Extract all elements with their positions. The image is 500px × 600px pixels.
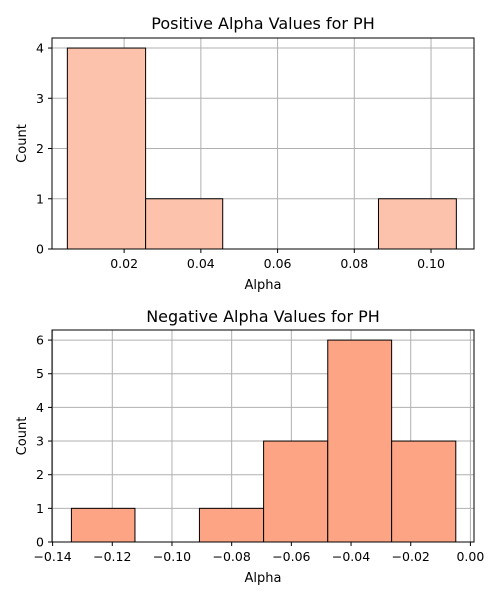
y-tick-label: 0 (36, 535, 44, 550)
negative-alpha-histogram: Negative Alpha Values for PH −0.14 −0.12 −… (15, 307, 484, 586)
x-tick-label: 0.04 (187, 256, 215, 271)
histogram-bar (66, 47, 147, 250)
x-tick-label: −0.12 (93, 549, 131, 564)
x-tick-label: −0.10 (153, 549, 191, 564)
histogram-bar (391, 440, 457, 543)
x-tick-label: 0.00 (456, 549, 484, 564)
positive-alpha-histogram: Positive Alpha Values for PH 0.02 0.04 0.0… (15, 14, 475, 293)
x-tick-label: 0.08 (340, 256, 368, 271)
histogram-bar (198, 507, 265, 543)
x-tick-label: −0.14 (33, 549, 71, 564)
x-tick-label: −0.06 (272, 549, 310, 564)
y-tick-label: 2 (36, 467, 44, 482)
plot-frame (51, 37, 475, 250)
y-tick-label: 6 (36, 333, 44, 348)
histogram-bar (263, 440, 329, 543)
x-tick-label: 0.02 (110, 256, 138, 271)
plot-frame (51, 329, 475, 543)
y-tick-label: 5 (36, 366, 44, 381)
x-tick-label: 0.10 (417, 256, 445, 271)
y-tick-label: 1 (36, 501, 44, 516)
chart-title: Positive Alpha Values for PH (151, 14, 374, 33)
histogram-bar (70, 507, 136, 543)
y-axis-label: Count (15, 417, 30, 456)
x-tick-label: −0.04 (332, 549, 370, 564)
histogram-bar (327, 339, 393, 543)
y-tick-label: 4 (36, 41, 44, 56)
x-tick-label: −0.08 (213, 549, 251, 564)
y-tick-label: 4 (36, 400, 44, 415)
x-axis-label: Alpha (245, 278, 282, 293)
y-tick-label: 0 (36, 242, 44, 257)
chart-title: Negative Alpha Values for PH (146, 307, 380, 326)
histogram-bar (145, 198, 224, 250)
histogram-bar (377, 198, 457, 250)
y-tick-label: 2 (36, 141, 44, 156)
y-tick-label: 3 (36, 434, 44, 449)
x-tick-label: −0.02 (392, 549, 430, 564)
x-tick-label: 0.06 (264, 256, 292, 271)
x-axis-label: Alpha (245, 571, 282, 586)
y-axis-label: Count (15, 124, 30, 163)
y-tick-label: 3 (36, 91, 44, 106)
y-tick-label: 1 (36, 191, 44, 206)
